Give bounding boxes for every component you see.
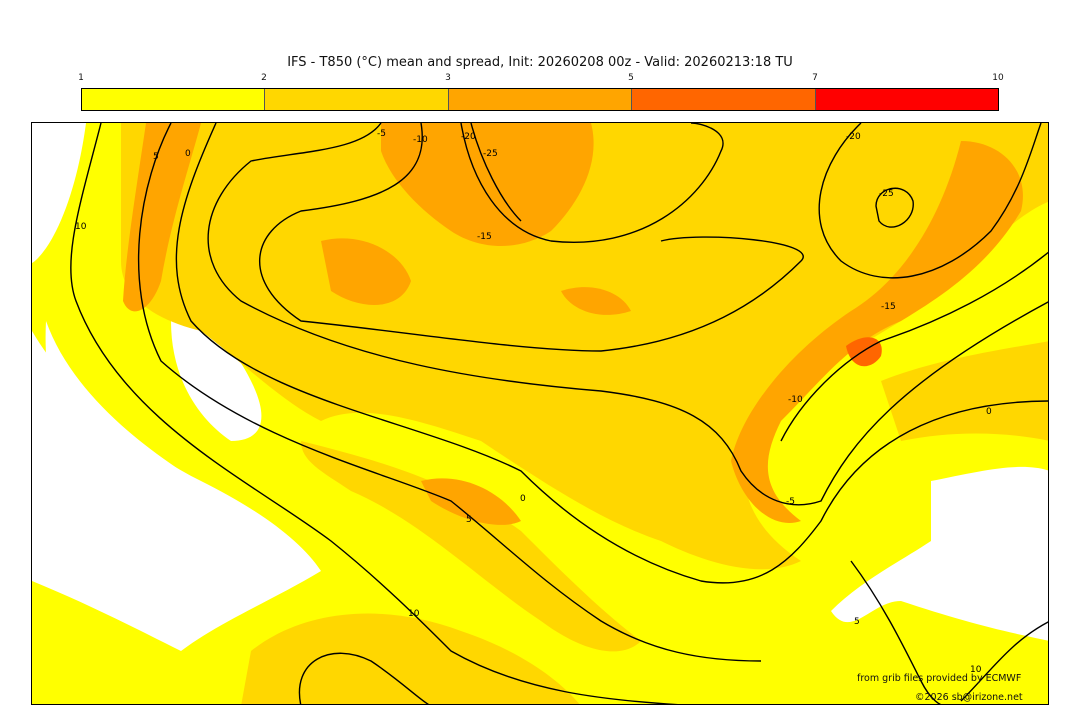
contour-label: 5	[466, 515, 472, 525]
isotherm-10	[70, 123, 678, 704]
map-svg: 10 5 0 -5 -10 -20 -25 -15 -20 -25 -15 -1…	[32, 123, 1048, 704]
contour-label: 0	[185, 149, 191, 159]
spread-below-1	[831, 466, 1048, 641]
colorbar-tick: 7	[812, 73, 818, 83]
colorbar-tick: 5	[628, 73, 634, 83]
isotherm-m25	[875, 187, 914, 228]
contour-label: -20	[461, 132, 476, 142]
isotherms	[70, 123, 1048, 704]
colorbar-tick: 3	[445, 73, 451, 83]
spread-3-5	[561, 287, 631, 315]
colorbar	[81, 88, 999, 111]
contour-label: 0	[520, 494, 526, 504]
colorbar-swatch	[82, 89, 266, 110]
spread-below-1	[171, 319, 262, 441]
spread-below-1	[45, 321, 236, 530]
contour-label: -15	[881, 302, 896, 312]
spread-3-5	[321, 238, 411, 305]
source-credit: from grib files provided by ECMWF	[857, 673, 1022, 684]
colorbar-tick: 2	[261, 73, 267, 83]
isotherm-m10	[259, 123, 804, 352]
colorbar-tick: 10	[992, 73, 1004, 83]
contour-label: 5	[854, 617, 860, 627]
contour-label: -15	[477, 232, 492, 242]
isotherm-m15	[460, 123, 724, 243]
isotherm-m15-east	[780, 251, 1048, 442]
colorbar-swatch	[448, 89, 633, 110]
colorbar-swatch	[265, 89, 449, 110]
isotherm-5	[137, 123, 762, 662]
isotherm-0	[175, 123, 1048, 584]
contour-label: -5	[377, 129, 386, 139]
isotherm-10-south	[298, 652, 430, 704]
isotherm-10-se	[960, 621, 1048, 702]
spread-2-3	[241, 613, 580, 704]
contour-label: 10	[970, 665, 982, 675]
contour-label-group: 10 5 0 -5 -10 -20 -25 -15 -20 -25 -15 -1…	[75, 129, 992, 675]
contour-label: 0	[986, 407, 992, 417]
spread-3-5	[731, 141, 1023, 523]
colorbar-swatch	[632, 89, 816, 110]
contour-label: 10	[75, 222, 87, 232]
map-panel: 10 5 0 -5 -10 -20 -25 -15 -20 -25 -15 -1…	[31, 122, 1049, 705]
spread-2-3	[121, 123, 1048, 570]
spread-2-3	[301, 441, 641, 652]
colorbar-swatch	[815, 89, 999, 110]
spread-3-5	[381, 123, 594, 246]
contour-label: -25	[483, 149, 498, 159]
spread-3-5	[123, 123, 201, 312]
spread-3-5	[421, 478, 521, 525]
contour-label: -25	[879, 189, 894, 199]
isotherm-5-south	[850, 560, 942, 704]
colorbar-tick: 1	[78, 73, 84, 83]
isotherm-m20-east	[818, 123, 1042, 279]
contour-label: 5	[153, 152, 159, 162]
contour-label: -5	[786, 497, 795, 507]
contour-label: -10	[788, 395, 803, 405]
contour-label: -20	[846, 132, 861, 142]
chart-title: IFS - T850 (°C) mean and spread, Init: 2…	[287, 55, 793, 70]
isotherm-m5	[207, 123, 1048, 506]
spread-2-3	[881, 341, 1048, 441]
spread-below-1	[32, 123, 86, 263]
copyright: ©2026 sb@irizone.net	[915, 692, 1023, 703]
contour-label: -10	[413, 135, 428, 145]
isotherm-m20	[470, 123, 522, 222]
spread-5-7	[846, 337, 882, 367]
contour-label: 10	[408, 609, 420, 619]
